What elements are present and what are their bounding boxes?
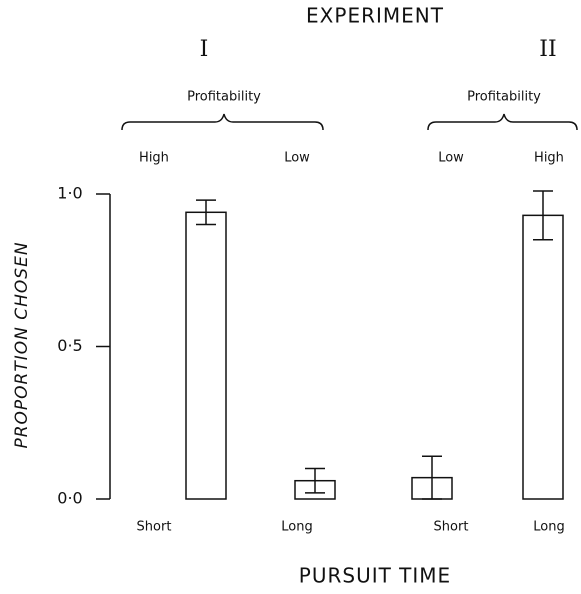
profitability-label: High xyxy=(534,151,564,166)
bar xyxy=(522,214,564,500)
profitability-title: Profitability xyxy=(467,90,541,105)
group-label: I xyxy=(200,37,209,62)
profitability-label: Low xyxy=(438,151,464,166)
error-bar xyxy=(196,199,216,226)
y-tick-label: 0·5 xyxy=(57,336,82,355)
y-tick-label: 0·0 xyxy=(57,489,82,508)
x-tick-label: Long xyxy=(281,520,312,535)
x-axis-title: PURSUIT TIME xyxy=(299,564,451,588)
chart-title: EXPERIMENT xyxy=(306,4,444,28)
bar xyxy=(185,211,227,500)
profitability-title: Profitability xyxy=(187,90,261,105)
y-tick-label: 1·0 xyxy=(57,184,82,203)
group-label: II xyxy=(539,37,556,62)
brace xyxy=(121,113,324,131)
brace xyxy=(427,113,578,131)
x-tick-label: Short xyxy=(434,520,469,535)
error-bar xyxy=(422,455,442,500)
y-axis-title: PROPORTION CHOSEN xyxy=(12,241,32,448)
x-tick-label: Short xyxy=(137,520,172,535)
error-bar xyxy=(305,467,325,494)
x-tick-label: Long xyxy=(533,520,564,535)
profitability-label: High xyxy=(139,151,169,166)
profitability-label: Low xyxy=(284,151,310,166)
error-bar xyxy=(533,190,553,241)
